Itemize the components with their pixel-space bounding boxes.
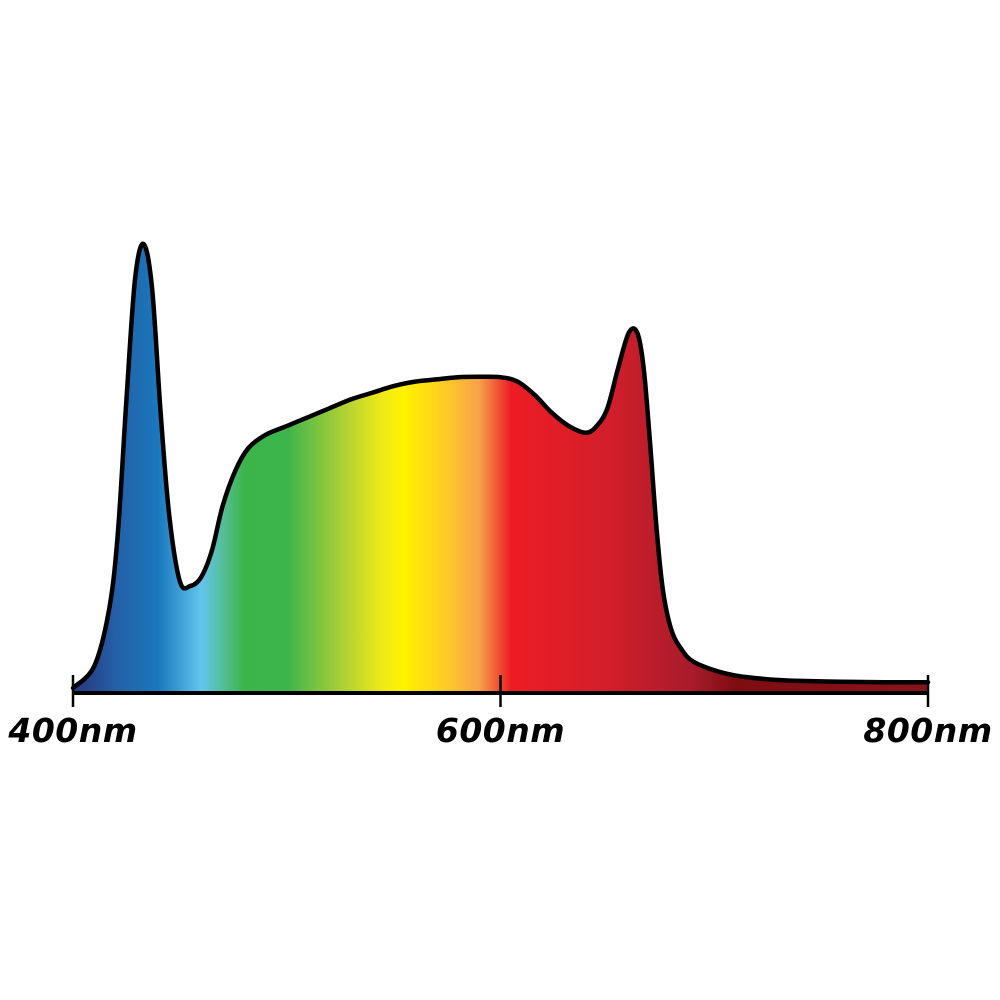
x-axis <box>71 675 930 707</box>
x-axis-tick-label: 400nm <box>7 711 137 750</box>
spectrum-area <box>73 243 928 693</box>
x-axis-tick-label: 600nm <box>436 711 565 750</box>
plot-area <box>70 241 931 693</box>
x-axis-tick-labels: 400nm 600nm 800nm <box>7 711 992 750</box>
x-axis-tick-label: 800nm <box>863 711 992 750</box>
spectrum-outline <box>70 241 931 691</box>
